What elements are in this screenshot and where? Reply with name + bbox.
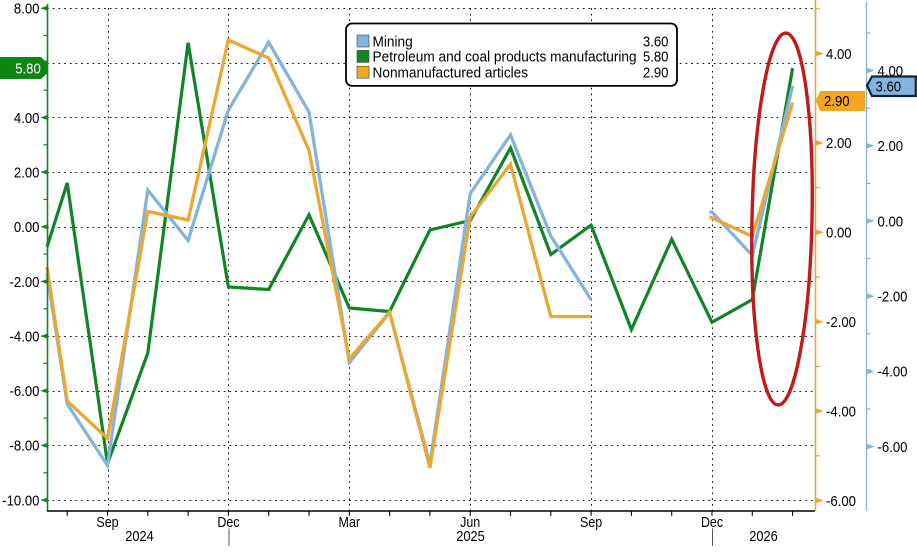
svg-text:2.00: 2.00 [826, 135, 852, 152]
svg-text:Dec: Dec [701, 514, 724, 531]
svg-text:2025: 2025 [456, 528, 484, 545]
svg-text:-4.00: -4.00 [10, 328, 40, 345]
svg-text:-2.00: -2.00 [10, 274, 40, 291]
svg-text:Nonmanufactured articles: Nonmanufactured articles [373, 65, 529, 82]
svg-text:-8.00: -8.00 [10, 438, 40, 455]
svg-text:Jun: Jun [460, 514, 480, 531]
svg-text:4.00: 4.00 [826, 46, 852, 63]
svg-text:Mar: Mar [339, 514, 361, 531]
svg-text:2024: 2024 [125, 528, 153, 545]
svg-text:0.00: 0.00 [14, 219, 40, 236]
svg-text:2.00: 2.00 [878, 138, 904, 155]
svg-text:-2.00: -2.00 [878, 289, 908, 306]
svg-text:-6.00: -6.00 [10, 383, 40, 400]
svg-text:2.00: 2.00 [14, 164, 40, 181]
svg-text:-4.00: -4.00 [878, 364, 908, 381]
svg-text:-4.00: -4.00 [826, 403, 856, 420]
svg-text:Mining: Mining [373, 33, 413, 50]
svg-text:Dec: Dec [217, 514, 240, 531]
svg-text:-2.00: -2.00 [826, 314, 856, 331]
svg-text:5.80: 5.80 [15, 60, 41, 77]
svg-text:Sep: Sep [580, 514, 602, 531]
svg-text:0.00: 0.00 [878, 213, 904, 230]
svg-text:5.80: 5.80 [643, 49, 669, 66]
svg-text:2026: 2026 [749, 528, 777, 545]
svg-text:3.60: 3.60 [643, 33, 669, 50]
svg-text:0.00: 0.00 [826, 225, 852, 242]
svg-text:3.60: 3.60 [876, 79, 902, 96]
svg-text:2.90: 2.90 [824, 93, 850, 110]
svg-text:2.90: 2.90 [643, 65, 669, 82]
svg-text:8.00: 8.00 [14, 1, 40, 18]
svg-text:-6.00: -6.00 [826, 493, 856, 510]
svg-text:-10.00: -10.00 [2, 492, 39, 509]
svg-text:4.00: 4.00 [14, 110, 40, 127]
svg-text:Petroleum and coal products ma: Petroleum and coal products manufacturin… [373, 49, 637, 66]
svg-text:-6.00: -6.00 [878, 439, 908, 456]
svg-text:Sep: Sep [96, 514, 118, 531]
